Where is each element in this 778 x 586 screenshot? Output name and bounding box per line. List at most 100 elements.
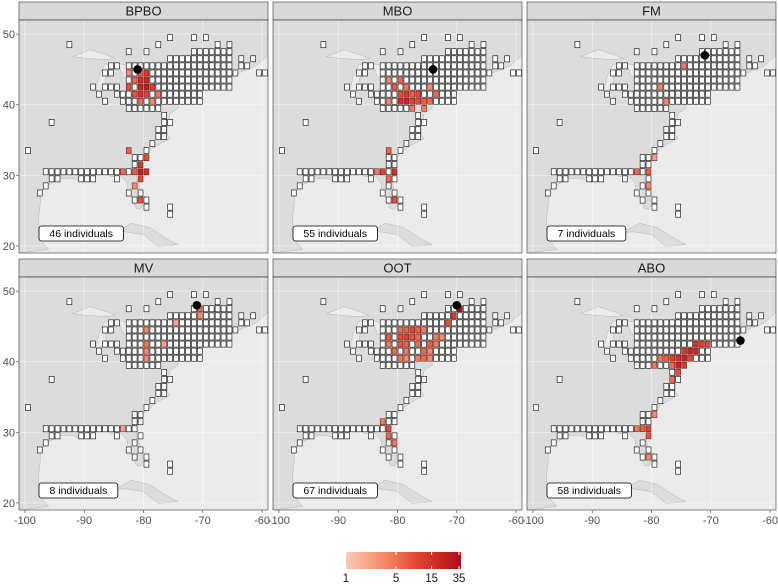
empty-cell [84, 432, 90, 440]
empty-cell [699, 354, 705, 362]
empty-cell [752, 62, 759, 70]
panel-title: ABO [638, 261, 665, 276]
empty-cell [131, 425, 138, 433]
empty-cell [651, 76, 658, 84]
empty-cell [687, 62, 693, 70]
empty-cell [344, 432, 350, 440]
count-cell [385, 340, 392, 348]
empty-cell [208, 326, 215, 334]
empty-cell [681, 333, 687, 341]
empty-cell [191, 326, 197, 334]
empty-cell [48, 168, 55, 176]
empty-cell [167, 467, 173, 475]
empty-cell [445, 340, 451, 348]
empty-cell [409, 298, 416, 306]
empty-cell [108, 62, 114, 70]
empty-cell [385, 69, 392, 77]
empty-cell [681, 312, 687, 320]
empty-cell [137, 319, 144, 327]
empty-cell [197, 97, 203, 105]
empty-cell [119, 354, 126, 362]
empty-cell [191, 48, 197, 56]
empty-cell [445, 76, 451, 84]
empty-cell [362, 168, 368, 176]
empty-cell [681, 69, 687, 77]
empty-cell [468, 312, 475, 320]
empty-cell [610, 69, 616, 77]
empty-cell [214, 298, 221, 306]
count-cell [427, 97, 433, 105]
empty-cell [633, 69, 640, 77]
empty-cell [669, 333, 676, 341]
empty-cell [344, 168, 350, 176]
empty-cell [663, 69, 670, 77]
count-cell [125, 69, 132, 77]
y-tick-label: 30 [3, 170, 15, 182]
empty-cell [221, 254, 226, 260]
count-cell [137, 161, 144, 169]
empty-cell [693, 62, 699, 70]
empty-cell [639, 411, 646, 419]
empty-cell [379, 189, 386, 197]
empty-cell [550, 439, 557, 447]
empty-cell [687, 333, 693, 341]
empty-cell [633, 83, 640, 91]
empty-cell [445, 83, 451, 91]
empty-cell [161, 90, 168, 98]
empty-cell [468, 326, 475, 334]
empty-cell [421, 460, 427, 468]
count-cell [415, 333, 421, 341]
empty-cell [137, 189, 144, 197]
empty-cell [475, 511, 480, 517]
empty-cell [131, 83, 138, 91]
count-cell [385, 425, 392, 433]
empty-cell [456, 48, 463, 56]
empty-cell [675, 319, 681, 327]
empty-cell [693, 97, 699, 105]
empty-cell [202, 48, 209, 56]
empty-cell [302, 432, 309, 440]
empty-cell [143, 305, 150, 313]
empty-cell [710, 69, 717, 77]
empty-cell [610, 168, 616, 176]
empty-cell [143, 361, 150, 369]
empty-cell [462, 83, 469, 91]
empty-cell [633, 354, 640, 362]
empty-cell [54, 432, 61, 440]
empty-cell [161, 333, 168, 341]
empty-cell [161, 126, 168, 133]
empty-cell [362, 319, 368, 327]
empty-cell [433, 55, 439, 63]
empty-cell [125, 340, 132, 348]
empty-cell [220, 69, 227, 77]
count-cell [681, 347, 687, 355]
empty-cell [639, 361, 646, 369]
empty-cell [645, 446, 652, 454]
empty-cell [96, 90, 102, 98]
empty-cell [125, 446, 132, 454]
empty-cell [90, 168, 96, 176]
empty-cell [302, 119, 309, 126]
empty-cell [433, 97, 439, 105]
empty-cell [385, 161, 392, 169]
empty-cell [226, 326, 233, 334]
empty-cell [296, 425, 303, 433]
empty-cell [173, 55, 179, 63]
empty-cell [356, 69, 362, 77]
x-tick-label: -70 [195, 515, 211, 527]
empty-cell [197, 69, 203, 77]
empty-cell [699, 347, 705, 355]
empty-cell [616, 425, 622, 433]
empty-cell [592, 425, 598, 433]
empty-cell [48, 175, 55, 183]
island [408, 513, 420, 518]
empty-cell [550, 182, 557, 190]
empty-cell [320, 41, 327, 49]
empty-cell [474, 333, 481, 341]
empty-cell [385, 319, 392, 327]
empty-cell [391, 418, 398, 426]
empty-cell [415, 347, 422, 355]
empty-cell [137, 340, 144, 348]
map-body: 58 individuals [527, 277, 776, 510]
empty-cell [439, 55, 445, 63]
